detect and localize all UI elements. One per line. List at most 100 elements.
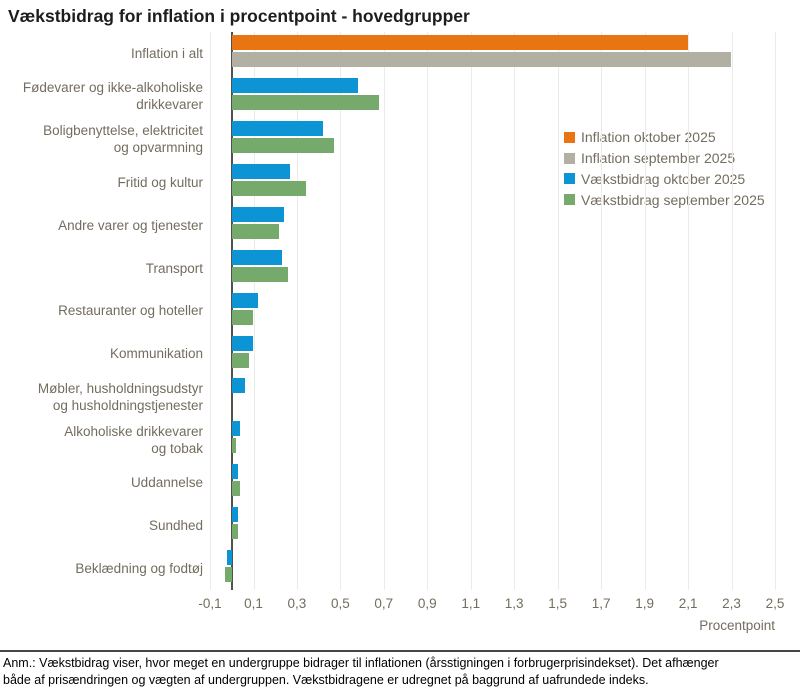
gridline (557, 32, 559, 590)
bar-v-kstbidrag-oktober-2025 (231, 77, 358, 93)
legend-item-v-kstbidrag-oktober-2025[interactable]: Vækstbidrag oktober 2025 (564, 169, 765, 190)
category-label-line: Inflation i alt (130, 45, 203, 61)
chart-title: Vækstbidrag for inflation i procentpoint… (8, 6, 470, 26)
category-label-line: Uddannelse (130, 475, 203, 491)
bar-v-kstbidrag-oktober-2025 (231, 249, 282, 265)
chart-footnote-line-2: både af prisændringen og vægten af under… (3, 673, 649, 687)
x-tick-label: 0,9 (417, 596, 437, 611)
x-tick-label: 0,7 (374, 596, 394, 611)
category-label-line: Alkoholiske drikkevarer (64, 423, 203, 439)
category-label: Kommunikation (0, 333, 203, 376)
bar-inflation-september-2025 (231, 52, 732, 67)
category-label-line: Møbler, husholdningsudstyr (37, 380, 203, 396)
bar-v-kstbidrag-september-2025 (231, 266, 289, 282)
gridline (296, 32, 298, 590)
bar-v-kstbidrag-september-2025 (231, 309, 254, 325)
legend-color-swatch (564, 152, 575, 164)
gridline (688, 32, 690, 590)
bar-v-kstbidrag-september-2025 (231, 137, 334, 153)
gridline (644, 32, 646, 590)
bar-v-kstbidrag-oktober-2025 (231, 378, 245, 394)
bar-v-kstbidrag-september-2025 (231, 94, 380, 110)
category-label-line: Kommunikation (109, 346, 203, 362)
legend-label: Inflation oktober 2025 (581, 129, 716, 146)
gridline (470, 32, 472, 590)
x-tick-label: 0,5 (331, 596, 350, 611)
category-label: Beklædning og fodtøj (0, 547, 203, 590)
gridline (601, 32, 603, 590)
x-tick-label: 1,5 (548, 596, 568, 611)
category-label: Inflation i alt (0, 32, 203, 75)
legend: Inflation oktober 2025 Inflation septembe… (564, 127, 765, 210)
gridline (383, 32, 385, 590)
category-label-line: Boligbenyttelse, elektricitet (43, 123, 203, 139)
gridline (210, 32, 211, 590)
x-tick-label: -0,1 (198, 596, 222, 611)
x-tick-label: 1,9 (635, 596, 654, 611)
category-label-line: Restauranter og hoteller (58, 303, 203, 319)
legend-color-swatch (564, 173, 575, 185)
x-axis-title: Procentpoint (699, 618, 775, 633)
category-label-line: og tobak (151, 440, 203, 456)
x-tick-label: 1,1 (461, 596, 481, 611)
x-tick-label: 2,1 (678, 596, 698, 611)
category-label-line: Transport (145, 260, 203, 276)
category-label: Fødevarer og ikke-alkoholiske drikkevarer (0, 75, 203, 118)
bar-v-kstbidrag-oktober-2025 (231, 206, 284, 222)
legend-color-swatch (564, 194, 575, 206)
bar-v-kstbidrag-september-2025 (231, 481, 241, 497)
category-label: Alkoholiske drikkevarer og tobak (0, 418, 203, 461)
category-label: Andre varer og tjenester (0, 204, 203, 247)
bar-v-kstbidrag-oktober-2025 (231, 292, 258, 308)
legend-item-v-kstbidrag-september-2025[interactable]: Vækstbidrag september 2025 (564, 189, 765, 210)
bar-v-kstbidrag-oktober-2025 (231, 335, 254, 351)
bar-v-kstbidrag-oktober-2025 (227, 550, 232, 566)
x-tick-label: 0,3 (287, 596, 307, 611)
x-tick-label: 1,3 (504, 596, 524, 611)
category-label-line: og husholdningstjenester (52, 397, 203, 413)
category-label: Møbler, husholdningsudstyr og husholdning… (0, 375, 203, 418)
x-tick-label: 1,7 (591, 596, 611, 611)
bar-v-kstbidrag-oktober-2025 (231, 163, 291, 179)
x-tick-label: 2,3 (722, 596, 741, 611)
bar-v-kstbidrag-september-2025 (225, 567, 232, 583)
category-label: Transport (0, 247, 203, 290)
category-label: Fritid og kultur (0, 161, 203, 204)
category-label-line: Beklædning og fodtøj (75, 561, 203, 577)
bar-inflation-oktober-2025 (231, 35, 688, 50)
category-label-line: Fritid og kultur (117, 174, 203, 190)
legend-label: Vækstbidrag september 2025 (581, 191, 765, 208)
category-label-line: Andre varer og tjenester (58, 217, 203, 233)
category-label-line: og opvarmning (113, 140, 203, 156)
bar-v-kstbidrag-oktober-2025 (231, 421, 241, 437)
gridline (340, 32, 342, 590)
category-label: Restauranter og hoteller (0, 290, 203, 333)
bar-v-kstbidrag-september-2025 (231, 180, 306, 196)
gridline (731, 32, 733, 590)
legend-item-inflation-september-2025[interactable]: Inflation september 2025 (564, 148, 765, 169)
category-label-line: Sundhed (148, 518, 203, 534)
category-label-line: drikkevarer (136, 97, 203, 113)
legend-color-swatch (564, 131, 575, 143)
bar-v-kstbidrag-oktober-2025 (231, 120, 323, 136)
legend-item-inflation-oktober-2025[interactable]: Inflation oktober 2025 (564, 127, 765, 148)
gridline (253, 32, 255, 590)
footnote-separator-line (0, 650, 800, 652)
gridline (514, 32, 516, 590)
bar-v-kstbidrag-september-2025 (231, 352, 250, 368)
legend-label: Vækstbidrag oktober 2025 (581, 170, 746, 187)
bar-v-kstbidrag-september-2025 (231, 438, 236, 454)
category-label: Uddannelse (0, 461, 203, 504)
x-tick-label: 2,5 (765, 596, 785, 611)
bar-v-kstbidrag-september-2025 (231, 223, 280, 239)
category-label: Boligbenyttelse, elektricitet og opvarmni… (0, 118, 203, 161)
gridline (775, 32, 776, 590)
bar-v-kstbidrag-oktober-2025 (231, 507, 239, 523)
legend-label: Inflation september 2025 (581, 150, 736, 167)
bar-v-kstbidrag-oktober-2025 (231, 464, 239, 480)
category-label-line: Fødevarer og ikke-alkoholiske (22, 80, 203, 96)
category-label: Sundhed (0, 504, 203, 547)
x-tick-label: 0,1 (244, 596, 263, 611)
chart-footnote-line-1: Anm.: Vækstbidrag viser, hvor meget en u… (3, 656, 719, 670)
